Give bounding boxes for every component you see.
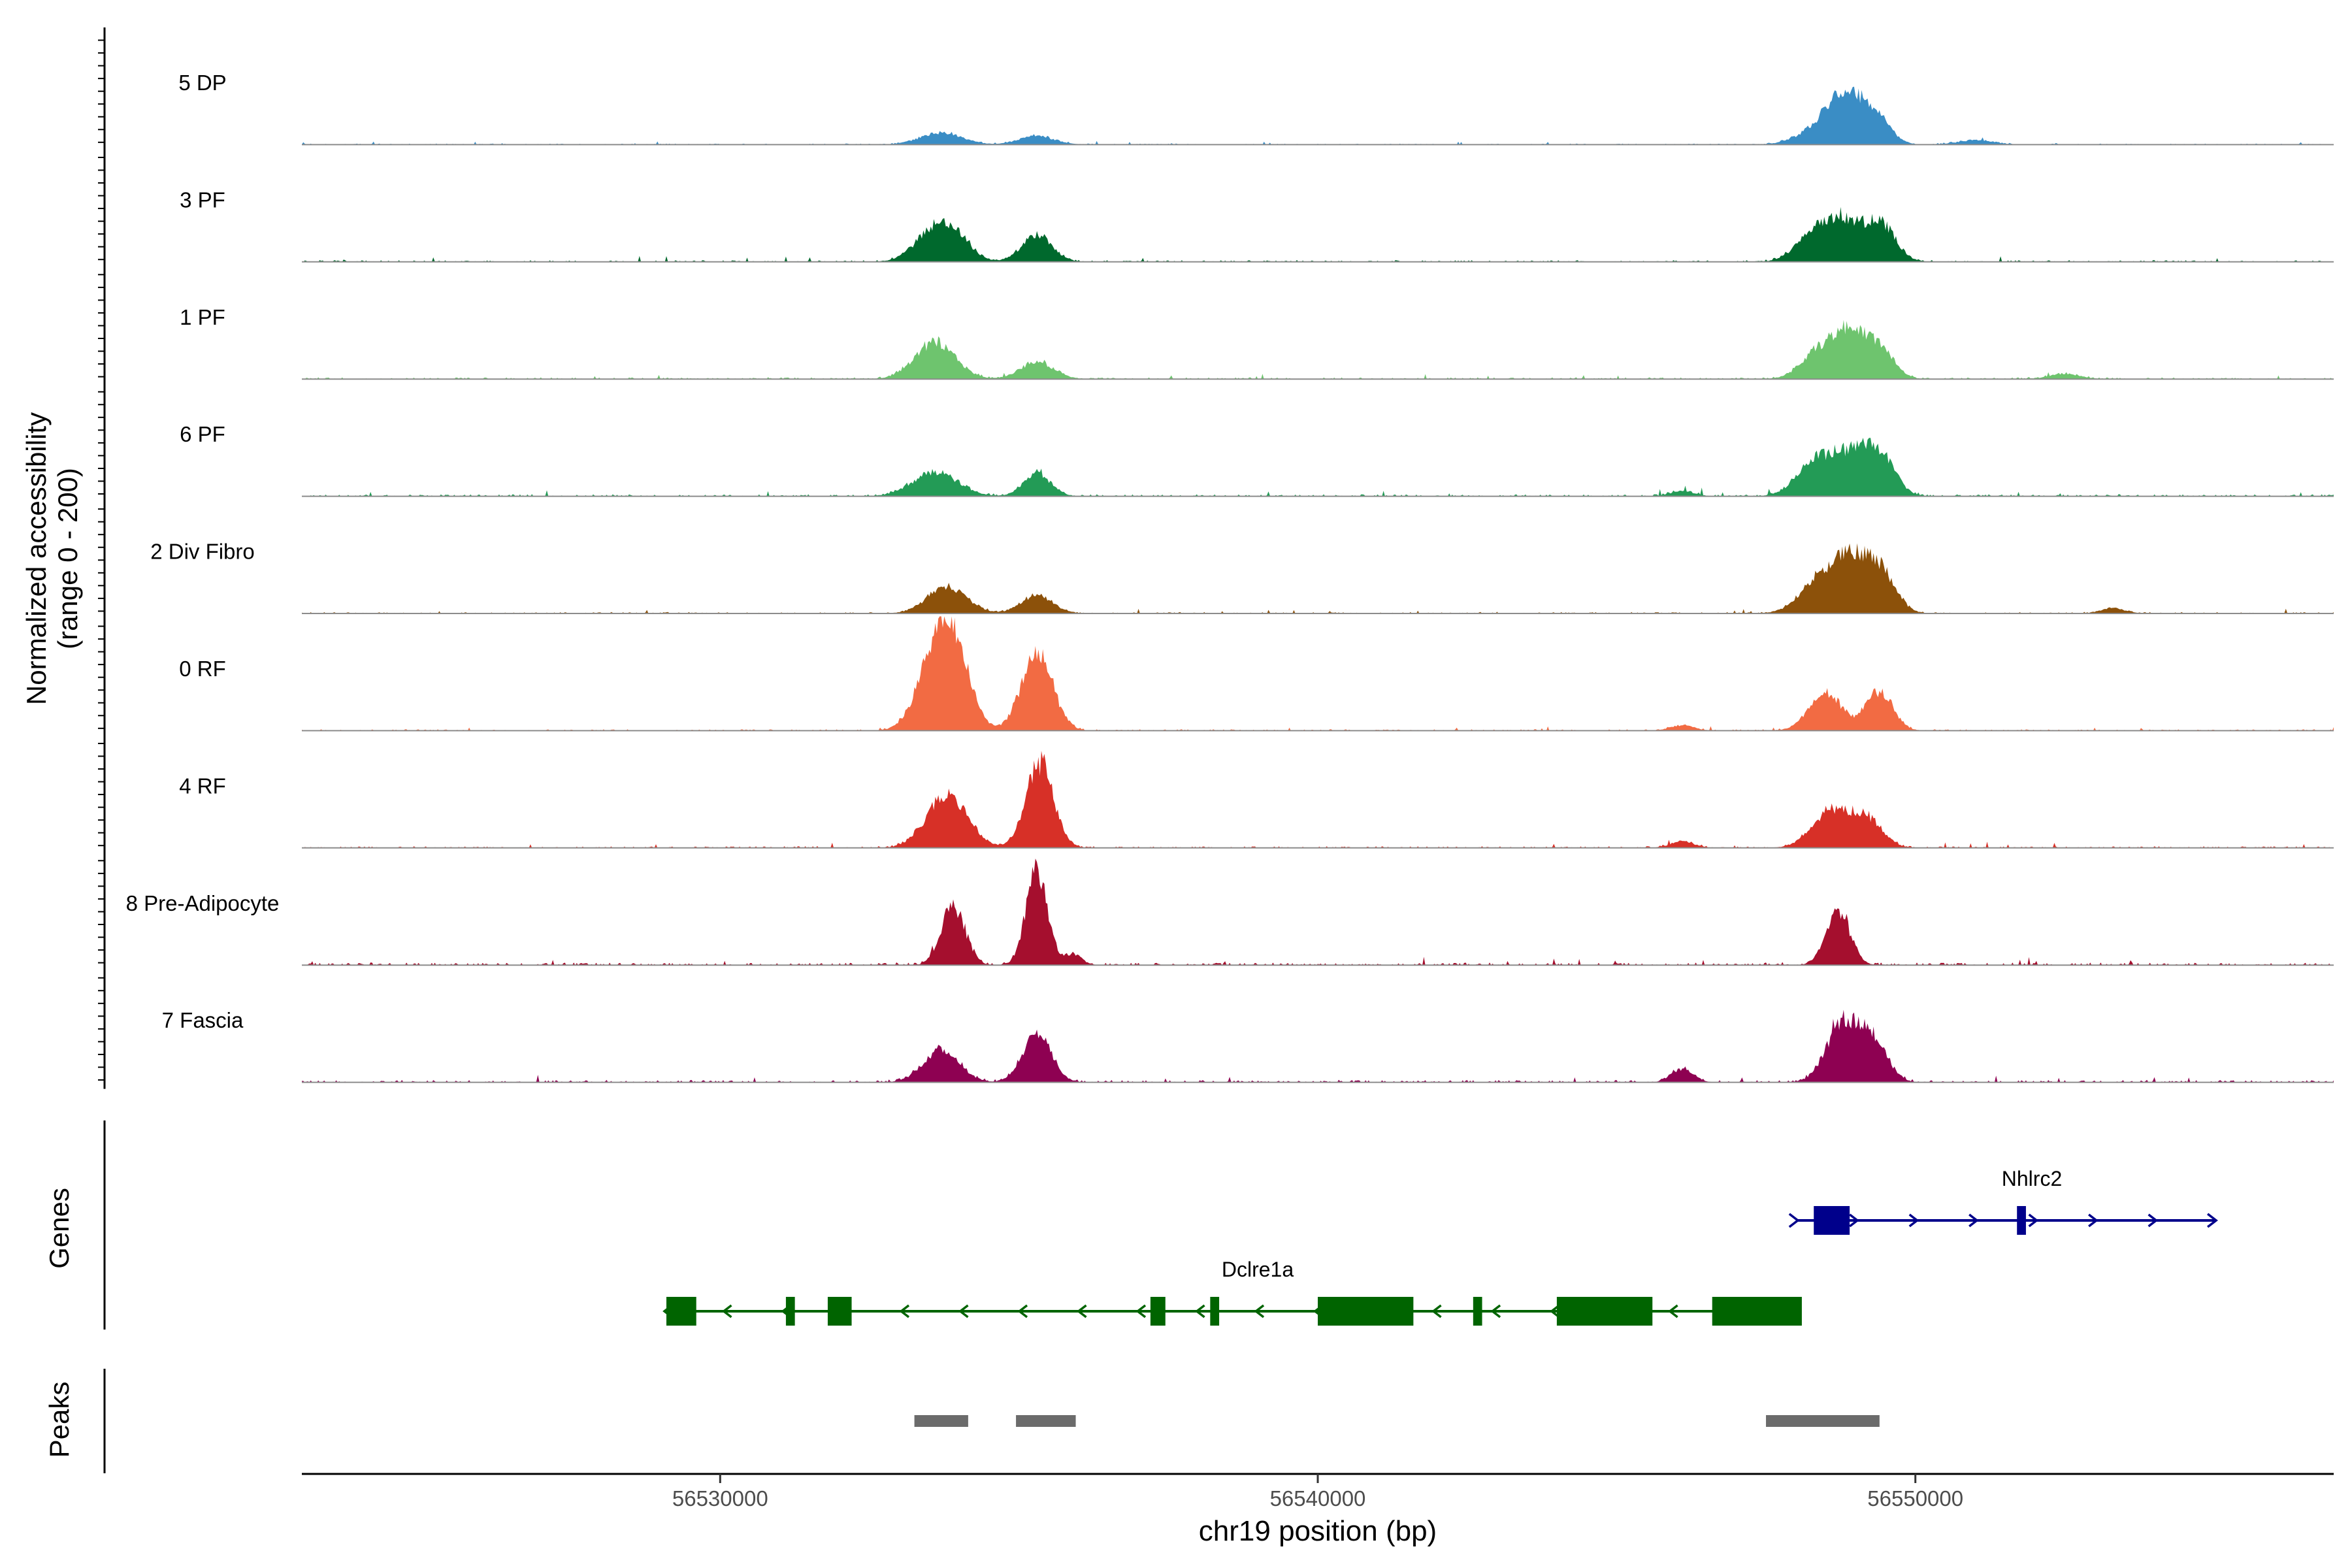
strand-arrow	[1431, 1304, 1442, 1318]
coverage-tracks: 5 DP 3 PF 1 PF 6 PF 2 Div Fibro 0 RF 4 RF 8 Pre…	[126, 71, 2334, 1083]
strand-arrow	[1135, 1304, 1147, 1318]
track-3: 6 PF	[180, 422, 2334, 497]
coverage-y-axis	[98, 27, 106, 1089]
coverage-area	[302, 858, 2334, 966]
peaks-panel	[103, 1369, 1880, 1473]
coverage-area	[302, 751, 2334, 848]
gene-exon	[1318, 1297, 1414, 1326]
track-label: 0 RF	[179, 657, 226, 681]
gene-exon	[1473, 1297, 1482, 1326]
track-4: 2 Div Fibro	[150, 540, 2334, 614]
strand-arrow	[958, 1304, 969, 1318]
strand-arrow	[721, 1304, 732, 1318]
track-label: 3 PF	[180, 188, 225, 212]
strand-arrow	[1490, 1304, 1501, 1318]
track-label: 8 Pre-Adipocyte	[126, 891, 280, 915]
peak-region-1	[1016, 1415, 1076, 1427]
genes-panel-label: Genes	[44, 1188, 74, 1269]
strand-arrow	[1908, 1213, 1919, 1228]
coverage-area	[302, 1009, 2334, 1083]
track-1: 3 PF	[180, 188, 2334, 263]
coverage-area	[302, 319, 2334, 380]
peak-region-0	[914, 1415, 968, 1427]
gene-exon	[2017, 1206, 2026, 1235]
track-label: 6 PF	[180, 422, 225, 446]
x-tick-label: 56530000	[672, 1486, 768, 1511]
track-6: 4 RF	[179, 751, 2334, 849]
gene-exon	[1210, 1297, 1220, 1326]
strand-arrow	[2206, 1213, 2218, 1228]
coverage-area	[302, 616, 2334, 731]
track-label: 7 Fascia	[162, 1008, 244, 1032]
peaks-panel-label: Peaks	[44, 1382, 74, 1458]
track-5: 0 RF	[179, 616, 2334, 732]
coverage-area	[302, 543, 2334, 613]
x-tick-label: 56540000	[1270, 1486, 1366, 1511]
x-axis: 56530000 56540000 56550000	[302, 1473, 2334, 1511]
strand-arrow	[899, 1304, 910, 1318]
strand-arrow	[2028, 1213, 2039, 1228]
strand-arrow	[1849, 1213, 1859, 1228]
y-axis-subtitle: (range 0 - 200)	[52, 468, 83, 649]
gene-exon	[666, 1297, 696, 1326]
strand-arrow	[1254, 1304, 1265, 1318]
coverage-area	[302, 86, 2334, 145]
coverage-area	[302, 206, 2334, 262]
strand-arrow	[2088, 1213, 2099, 1228]
strand-arrow	[1668, 1304, 1678, 1318]
gene-exon	[1150, 1297, 1166, 1326]
gene-exon	[1814, 1206, 1850, 1235]
y-axis-title: Normalized accessibility	[21, 412, 52, 705]
strand-arrow	[1550, 1304, 1560, 1318]
gene-label: Nhlrc2	[2002, 1167, 2062, 1190]
gene-exon	[1712, 1297, 1802, 1326]
track-0: 5 DP	[178, 71, 2334, 146]
gene-exon	[827, 1297, 852, 1326]
strand-arrow	[1968, 1213, 1979, 1228]
strand-arrow	[2148, 1213, 2159, 1228]
gene-exon	[1556, 1297, 1653, 1326]
x-tick-label: 56550000	[1867, 1486, 1963, 1511]
gene-dclre1a: Dclre1a	[662, 1258, 1802, 1326]
track-label: 2 Div Fibro	[150, 540, 255, 564]
x-axis-title: chr19 position (bp)	[1199, 1515, 1437, 1547]
track-2: 1 PF	[180, 305, 2334, 380]
strand-arrow	[1788, 1213, 1800, 1228]
gene-nhlrc2: Nhlrc2	[1788, 1167, 2218, 1235]
strand-arrow	[1076, 1304, 1087, 1318]
gene-label: Dclre1a	[1222, 1258, 1294, 1281]
track-7: 8 Pre-Adipocyte	[126, 858, 2334, 966]
track-label: 4 RF	[179, 774, 226, 798]
gene-exon	[785, 1297, 795, 1326]
track-label: 5 DP	[178, 71, 226, 95]
genes-panel: Nhlrc2 Dclre1a	[103, 1120, 2218, 1330]
strand-arrow	[1017, 1304, 1028, 1318]
strand-arrow	[1194, 1304, 1205, 1318]
peak-region-2	[1766, 1415, 1880, 1427]
track-label: 1 PF	[180, 305, 225, 329]
track-8: 7 Fascia	[162, 1008, 2334, 1083]
coverage-area	[302, 438, 2334, 497]
